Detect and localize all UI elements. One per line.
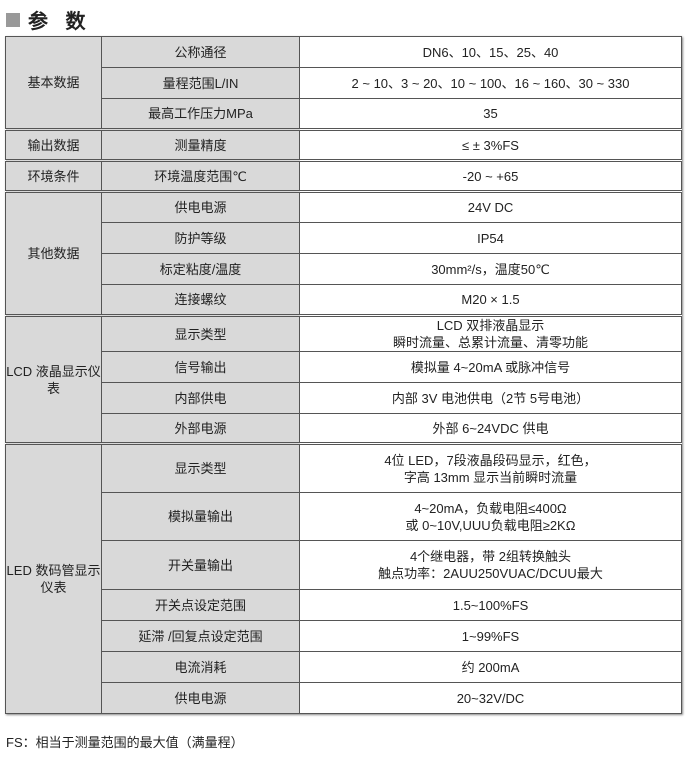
table-row: 外部电源 外部 6~24VDC 供电 (6, 413, 682, 444)
param-name: 公称通径 (101, 36, 300, 68)
table-row: 基本数据 公称通径 DN6、10、15、25、40 (5, 36, 682, 130)
param-name: 外部电源 (101, 413, 300, 444)
param-value: 内部 3V 电池供电（2节 5号电池） (299, 382, 682, 414)
param-value: 1.5~100%FS (299, 589, 682, 621)
param-name: 显示类型 (101, 442, 300, 493)
value-line: 30mm²/s，温度50℃ (431, 261, 550, 277)
param-value: 4位 LED，7段液晶段码显示，红色， 字高 13mm 显示当前瞬时流量 (299, 442, 682, 493)
param-name: 模拟量输出 (101, 492, 300, 541)
table-row: 内部供电 内部 3V 电池供电（2节 5号电池） (6, 382, 682, 414)
table-row: 环境条件 环境温度范围℃ -20 ~ +65 (5, 159, 682, 192)
param-value: 30mm²/s，温度50℃ (299, 253, 682, 285)
param-name: 供电电源 (101, 190, 300, 223)
param-value: 1~99%FS (299, 620, 682, 652)
value-line: ≤ ± 3%FS (462, 137, 519, 153)
value-line: 35 (483, 106, 498, 121)
value-line: IP54 (477, 230, 504, 246)
param-value: 4~20mA，负载电阻≤400Ω 或 0~10V,UUU负载电阻≥2KΩ (299, 492, 682, 541)
square-bullet-icon (6, 12, 20, 27)
value-line: 2 ~ 10、3 ~ 20、10 ~ 100、16 ~ 160、30 ~ 330 (351, 75, 630, 91)
table-row: LCD 液晶显示仪表 显示类型 LCD 双排液晶显示 瞬时流量、总累计流量、清零功能 (5, 314, 682, 444)
param-value: 外部 6~24VDC 供电 (299, 413, 682, 444)
table-row: 延滞 /回复点设定范围 1~99%FS (6, 620, 682, 652)
value-line: 字高 13mm 显示当前瞬时流量 (403, 469, 578, 485)
value-line: 4~20mA，负载电阻≤400Ω (414, 500, 567, 516)
param-value: ≤ ± 3%FS (299, 128, 682, 161)
value-line: 内部 3V 电池供电（2节 5号电池） (391, 390, 590, 406)
value-line: 模拟量 4~20mA 或脉冲信号 (410, 359, 571, 375)
group-label: 基本数据 (5, 36, 102, 130)
value-line: 触点功率：2AUU250VUAC/DCUU最大 (378, 566, 603, 581)
param-value: -20 ~ +65 (299, 159, 682, 192)
table-row: 开关点设定范围 1.5~100%FS (6, 589, 682, 621)
value-line: 约 200mA (461, 659, 520, 675)
param-name: 信号输出 (101, 351, 300, 383)
table-row: 防护等级 IP54 (6, 222, 682, 254)
param-value: LCD 双排液晶显示瞬时流量、总累计流量、清零功能 (299, 314, 682, 352)
param-name: 防护等级 (101, 222, 300, 254)
group-label: LED 数码管显示仪表 (5, 442, 102, 714)
param-value: IP54 (299, 222, 682, 254)
value-line: LCD 双排液晶显示 (436, 318, 545, 333)
param-name: 测量精度 (101, 128, 300, 161)
param-name: 最高工作压力MPa (101, 98, 300, 130)
param-name: 环境温度范围℃ (101, 159, 300, 192)
param-name: 开关量输出 (101, 540, 300, 590)
table-row: 电流消耗 约 200mA (6, 651, 682, 683)
param-name: 连接螺纹 (101, 284, 300, 316)
param-value: 4个继电器，带 2组转换触头触点功率：2AUU250VUAC/DCUU最大 (299, 540, 682, 590)
section-title: 参 数 (6, 5, 92, 34)
table-row: 连接螺纹 M20 × 1.5 (6, 284, 682, 316)
param-name: 标定粘度/温度 (101, 253, 300, 285)
value-line: 1~99%FS (461, 628, 520, 644)
table-row: 供电电源 20~32V/DC (6, 682, 682, 714)
value-line: 4个继电器，带 2组转换触头 (409, 549, 572, 564)
param-value: M20 × 1.5 (299, 284, 682, 316)
group-label: LCD 液晶显示仪表 (5, 314, 102, 444)
table-row: 其他数据 供电电源 24V DC (5, 190, 682, 316)
value-line: 外部 6~24VDC 供电 (432, 420, 549, 436)
table-row: 输出数据 测量精度 ≤ ± 3%FS (5, 128, 682, 161)
table-row: 信号输出 模拟量 4~20mA 或脉冲信号 (6, 351, 682, 383)
value-line: 或 0~10V,UUU负载电阻≥2KΩ (405, 517, 576, 533)
param-value: 约 200mA (299, 651, 682, 683)
param-value: 模拟量 4~20mA 或脉冲信号 (299, 351, 682, 383)
param-name: 延滞 /回复点设定范围 (101, 620, 300, 652)
table-row: LED 数码管显示仪表 显示类型 4位 LED，7段液晶段码显示，红色， 字高 13m… (5, 442, 682, 714)
value-line: 1.5~100%FS (452, 597, 529, 613)
value-line: 24V DC (467, 200, 514, 215)
param-value: 35 (299, 98, 682, 130)
param-value: 2 ~ 10、3 ~ 20、10 ~ 100、16 ~ 160、30 ~ 330 (299, 67, 682, 99)
param-value: 20~32V/DC (299, 682, 682, 714)
table-row: 量程范围L/IN 2 ~ 10、3 ~ 20、10 ~ 100、16 ~ 160、… (6, 67, 682, 99)
table-row: 开关量输出 4个继电器，带 2组转换触头 触点功率：2AUU250VUAC/DCUU… (6, 540, 682, 590)
param-name: 供电电源 (101, 682, 300, 714)
parameter-table: 基本数据 公称通径 DN6、10、15、25、40 量程范围L/IN 2 ~ 10、3 … (5, 36, 682, 714)
table-row: 标定粘度/温度 30mm²/s，温度50℃ (6, 253, 682, 285)
group-label: 输出数据 (5, 128, 102, 161)
param-value: DN6、10、15、25、40 (299, 36, 682, 68)
value-line: -20 ~ +65 (462, 168, 519, 184)
footnote: FS：相当于测量范围的最大值（满量程） (6, 735, 244, 750)
param-name: 显示类型 (101, 314, 300, 352)
value-line: 瞬时流量、总累计流量、清零功能 (392, 335, 588, 350)
param-name: 内部供电 (101, 382, 300, 414)
group-label: 环境条件 (5, 159, 102, 192)
param-name: 电流消耗 (101, 651, 300, 683)
table-row: 最高工作压力MPa 35 (6, 98, 682, 130)
value-line: 20~32V/DC (456, 690, 525, 706)
group-label: 其他数据 (5, 190, 102, 316)
table-row: 模拟量输出 4~20mA，负载电阻≤400Ω 或 0~10V,UUU负载电阻≥2KΩ (6, 492, 682, 541)
value-line: M20 × 1.5 (461, 292, 520, 307)
param-name: 开关点设定范围 (101, 589, 300, 621)
value-line: DN6、10、15、25、40 (422, 44, 559, 60)
param-value: 24V DC (299, 190, 682, 223)
value-line: 4位 LED，7段液晶段码显示，红色， (384, 452, 597, 468)
param-name: 量程范围L/IN (101, 67, 300, 99)
